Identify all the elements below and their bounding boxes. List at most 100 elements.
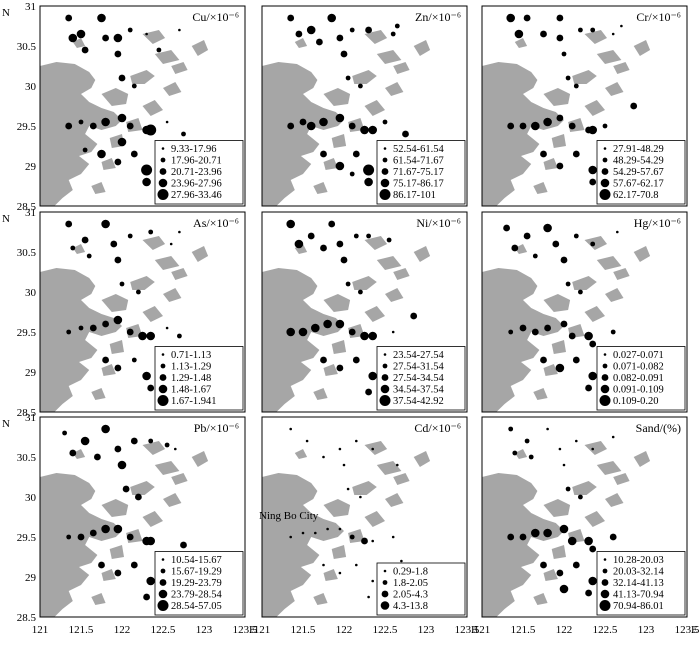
sample-point xyxy=(143,593,151,601)
sample-point xyxy=(556,162,564,170)
sample-point xyxy=(565,486,571,492)
north-label: N xyxy=(2,7,10,19)
sample-point xyxy=(338,447,342,451)
sample-point xyxy=(589,340,597,348)
sample-point xyxy=(335,161,345,171)
island-shape xyxy=(364,306,385,322)
sample-point xyxy=(511,244,519,252)
island-shape xyxy=(605,82,624,96)
sample-point xyxy=(360,331,369,341)
map-panel: Cu/×10⁻⁶ 9.33-17.9617.96-20.7120.71-23.96… xyxy=(2,1,246,213)
legend-label: 34.54-37.54 xyxy=(393,385,444,396)
legend-label: 1.67-1.941 xyxy=(171,396,217,407)
island-shape xyxy=(163,82,182,96)
island-shape xyxy=(543,499,571,517)
sample-point xyxy=(323,319,332,329)
sample-point xyxy=(503,224,510,232)
island-shape xyxy=(584,306,605,322)
sample-point xyxy=(326,527,329,531)
sample-point xyxy=(145,32,148,36)
panel-title: Cu/×10⁻⁶ xyxy=(192,10,239,24)
legend-label: 52.54-61.54 xyxy=(393,144,444,155)
sample-point xyxy=(117,137,127,147)
map-panel: Cr/×10⁻⁶ 27.91-48.2948.29-54.2954.29-57.6… xyxy=(481,5,688,207)
mainland-shape xyxy=(482,268,564,412)
sample-point xyxy=(365,26,372,34)
sample-point xyxy=(165,326,169,330)
sample-point xyxy=(94,453,101,461)
sample-point xyxy=(402,130,409,138)
island-shape xyxy=(613,62,630,74)
island-shape xyxy=(543,88,571,106)
sample-point xyxy=(319,117,328,127)
sample-point xyxy=(589,178,597,186)
legend-symbol xyxy=(600,178,610,188)
sample-point xyxy=(352,356,360,364)
sample-point xyxy=(114,256,122,264)
island-shape xyxy=(393,473,410,485)
sample-point xyxy=(585,589,592,597)
sample-point xyxy=(316,38,323,46)
sample-point xyxy=(287,122,295,130)
legend: 0.29-1.81.8-2.052.05-4.34.3-13.8 xyxy=(376,562,466,616)
sample-point xyxy=(572,561,580,569)
legend-label: 54.29-57.67 xyxy=(613,167,664,178)
island-shape xyxy=(584,441,607,455)
island-shape xyxy=(413,40,431,56)
island-shape xyxy=(393,268,410,280)
sample-point xyxy=(322,563,325,567)
sample-point xyxy=(114,364,122,372)
sample-point xyxy=(572,150,580,158)
island-shape xyxy=(352,276,377,290)
sample-point xyxy=(307,232,315,240)
y-tick-label: 30 xyxy=(25,81,37,93)
sample-point xyxy=(543,528,552,538)
legend-label: 0.071-0.082 xyxy=(613,362,664,373)
island-shape xyxy=(605,493,624,507)
sample-point xyxy=(311,323,320,333)
island-shape xyxy=(191,40,209,56)
legend-box xyxy=(596,140,686,205)
legend-label: 0.027-0.071 xyxy=(613,350,664,361)
y-tick-label: 29.5 xyxy=(17,532,37,544)
legend-symbol xyxy=(382,157,388,163)
sample-point xyxy=(368,125,378,135)
mainland-shape xyxy=(262,268,344,412)
island-shape xyxy=(154,461,180,475)
legend-symbol xyxy=(379,395,391,406)
sample-point xyxy=(298,327,308,337)
island-shape xyxy=(101,158,116,170)
sample-point xyxy=(410,312,418,320)
panel-frame xyxy=(261,211,468,413)
sample-point xyxy=(588,165,597,175)
island-shape xyxy=(605,288,624,302)
panel-title: Pb/×10⁻⁶ xyxy=(194,421,239,435)
sample-point xyxy=(352,150,360,158)
island-shape xyxy=(154,256,180,270)
legend: 10.28-20.0320.03-32.1432.14-41.1341.13-7… xyxy=(596,551,686,616)
sample-point xyxy=(348,122,356,130)
island-shape xyxy=(101,294,129,312)
sample-point xyxy=(578,289,583,295)
sample-point xyxy=(305,439,309,443)
sample-point xyxy=(122,485,130,493)
sample-point xyxy=(560,320,568,328)
sample-point xyxy=(575,439,578,443)
legend-symbol xyxy=(602,363,608,369)
panel-frame xyxy=(481,211,688,413)
legend-label: 0.71-1.13 xyxy=(171,350,211,361)
sample-point xyxy=(89,122,97,130)
panel-title: As/×10⁻⁶ xyxy=(193,216,239,230)
island-shape xyxy=(313,182,328,194)
island-shape xyxy=(584,30,607,44)
sample-point xyxy=(289,535,293,539)
legend-symbol xyxy=(157,189,169,200)
y-tick-label: 30.5 xyxy=(17,247,37,259)
x-tick-label: 122.5 xyxy=(373,624,398,636)
map-panel: Pb/×10⁻⁶ 10.54-15.6715.67-19.2919.29-23.7… xyxy=(2,412,258,636)
legend-symbol xyxy=(159,374,167,381)
sample-point xyxy=(578,27,583,33)
legend-symbol xyxy=(602,157,608,163)
sample-point xyxy=(616,230,619,234)
legend-symbol xyxy=(158,178,168,188)
